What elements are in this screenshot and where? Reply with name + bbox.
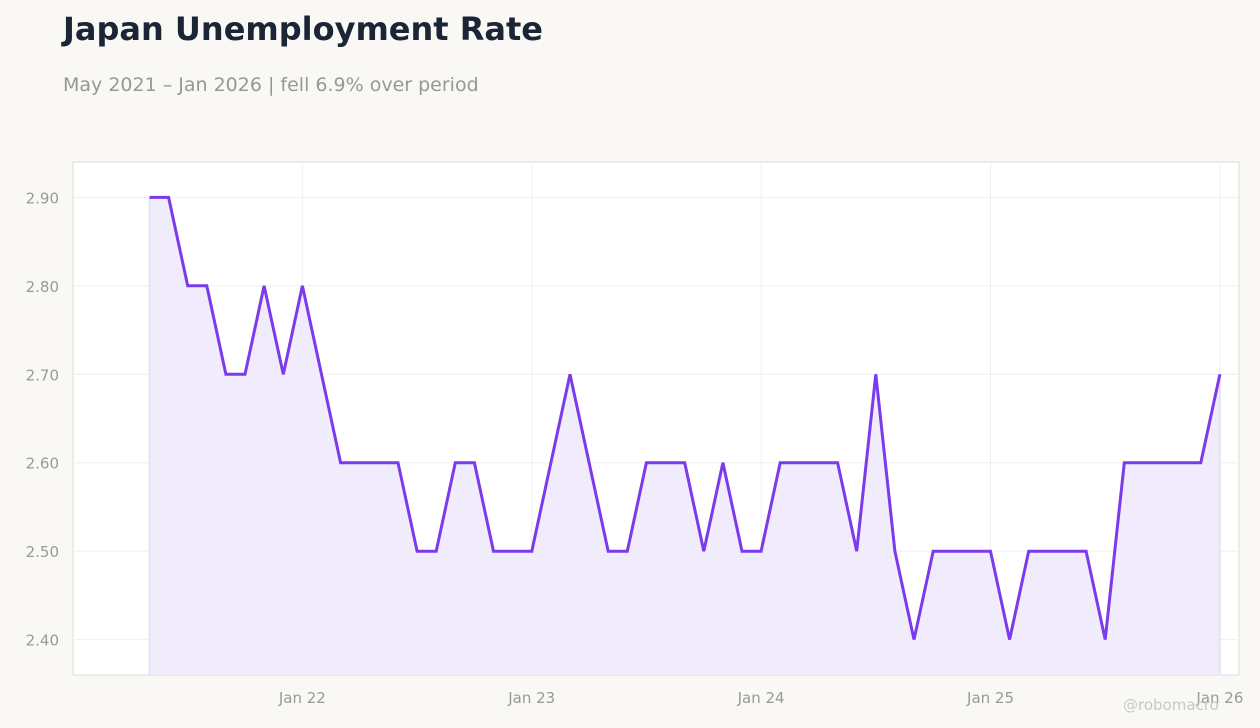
data-point [664, 461, 668, 465]
data-point [644, 461, 648, 465]
data-point [167, 195, 171, 199]
y-tick-label: 2.70 [26, 366, 59, 384]
data-point [683, 461, 687, 465]
data-point [606, 549, 610, 553]
data-point [511, 549, 515, 553]
data-point [836, 461, 840, 465]
data-point [568, 372, 572, 376]
x-tick-label: Jan 22 [278, 689, 326, 707]
data-point [816, 461, 820, 465]
data-point [415, 549, 419, 553]
data-point [281, 372, 285, 376]
data-point [186, 284, 190, 288]
chart-title: Japan Unemployment Rate [63, 10, 543, 48]
data-point [396, 461, 400, 465]
x-tick-label: Jan 26 [1195, 689, 1243, 707]
data-point [339, 461, 343, 465]
data-point [1084, 549, 1088, 553]
data-point [1027, 549, 1031, 553]
y-tick-label: 2.90 [26, 189, 59, 207]
x-tick-label: Jan 24 [737, 689, 785, 707]
data-point [1008, 638, 1012, 642]
data-point [759, 549, 763, 553]
y-tick-label: 2.40 [26, 632, 59, 650]
data-point [262, 284, 266, 288]
data-point [530, 549, 534, 553]
data-point [243, 372, 247, 376]
data-point [453, 461, 457, 465]
y-tick-label: 2.80 [26, 278, 59, 296]
data-point [1199, 461, 1203, 465]
data-point [969, 549, 973, 553]
data-point [434, 549, 438, 553]
area-fill [149, 197, 1220, 675]
data-point [300, 284, 304, 288]
data-point [912, 638, 916, 642]
data-point [358, 461, 362, 465]
x-tick-label: Jan 25 [966, 689, 1014, 707]
series-line [149, 195, 1222, 640]
data-point [205, 284, 209, 288]
data-point [989, 549, 993, 553]
data-point [377, 461, 381, 465]
chart-subtitle: May 2021 – Jan 2026 | fell 6.9% over per… [63, 74, 479, 96]
data-point [1161, 461, 1165, 465]
data-point [319, 372, 323, 376]
data-point [492, 549, 496, 553]
data-point [721, 461, 725, 465]
data-point [549, 461, 553, 465]
data-point [1122, 461, 1126, 465]
data-point [874, 372, 878, 376]
data-point [931, 549, 935, 553]
data-point [147, 195, 151, 199]
data-point [702, 549, 706, 553]
data-point [855, 549, 859, 553]
area-fill-layer [148, 197, 1221, 675]
data-point [1218, 372, 1222, 376]
data-point [1065, 549, 1069, 553]
series-line-layer [147, 195, 1222, 642]
data-point [950, 549, 954, 553]
watermark: @robomacro [1123, 696, 1219, 714]
data-point [778, 461, 782, 465]
x-tick-label: Jan 23 [507, 689, 555, 707]
data-point [224, 372, 228, 376]
data-point [893, 549, 897, 553]
data-point [1103, 638, 1107, 642]
data-point [1180, 461, 1184, 465]
data-point [472, 461, 476, 465]
data-point [625, 549, 629, 553]
data-point [1141, 461, 1145, 465]
data-point [797, 461, 801, 465]
data-point [1046, 549, 1050, 553]
y-tick-label: 2.50 [26, 543, 59, 561]
y-tick-label: 2.60 [26, 455, 59, 473]
data-point [587, 461, 591, 465]
axis-labels: 2.40 2.50 2.60 2.70 2.80 2.90 Jan 22 Jan 23 Jan … [26, 189, 1244, 707]
data-point [740, 549, 744, 553]
